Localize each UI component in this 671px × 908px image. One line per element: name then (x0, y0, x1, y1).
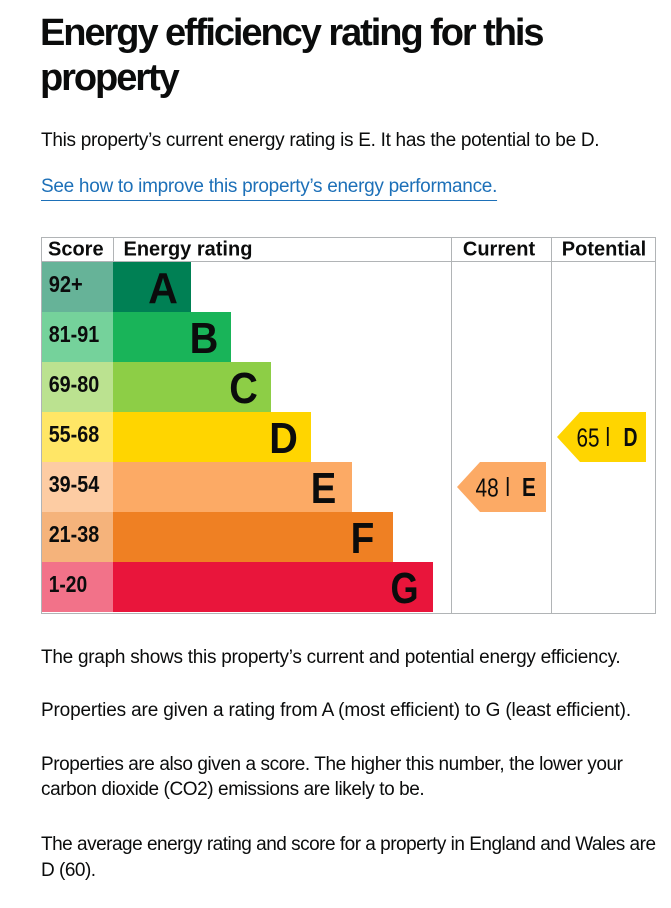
svg-text:B: B (189, 314, 218, 363)
svg-text:39-54: 39-54 (48, 471, 99, 497)
svg-text:65: 65 (576, 423, 599, 453)
svg-text:21-38: 21-38 (48, 521, 99, 547)
svg-text:E: E (522, 472, 536, 502)
svg-text:48: 48 (475, 473, 498, 503)
svg-text:D: D (269, 414, 298, 463)
svg-text:F: F (350, 514, 374, 563)
svg-text:92+: 92+ (48, 271, 82, 297)
svg-text:D: D (623, 422, 637, 452)
svg-text:81-91: 81-91 (48, 321, 99, 347)
svg-text:A: A (148, 264, 178, 313)
svg-text:1-20: 1-20 (48, 571, 86, 597)
svg-text:E: E (310, 464, 336, 513)
svg-text:Potential: Potential (561, 239, 645, 261)
svg-text:69-80: 69-80 (48, 371, 98, 397)
svg-text:Energy rating: Energy rating (123, 239, 252, 261)
svg-text:G: G (390, 564, 418, 613)
svg-text:Current: Current (462, 239, 535, 261)
svg-text:Score: Score (48, 239, 104, 261)
svg-text:C: C (229, 364, 258, 413)
svg-text:55-68: 55-68 (48, 421, 99, 447)
